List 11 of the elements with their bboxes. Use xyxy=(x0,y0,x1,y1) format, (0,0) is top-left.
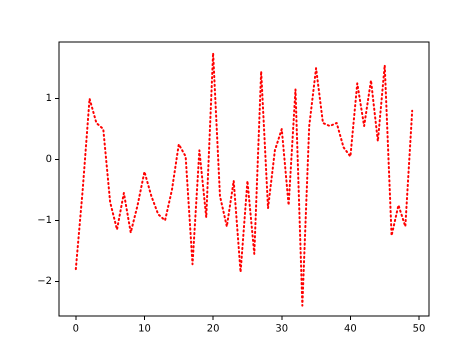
x-tick-label: 10 xyxy=(138,324,151,335)
x-tick-label: 40 xyxy=(344,324,357,335)
x-tick-label: 0 xyxy=(72,324,80,335)
y-tick-label: −1 xyxy=(37,215,52,226)
x-tick-label: 20 xyxy=(206,324,220,335)
x-tick-label: 30 xyxy=(275,324,288,335)
y-tick-label: −2 xyxy=(37,276,52,287)
line-series xyxy=(74,52,414,307)
x-tick-label: 50 xyxy=(412,324,426,335)
y-tick-label: 0 xyxy=(46,154,52,166)
y-tick-label: 1 xyxy=(46,93,52,104)
